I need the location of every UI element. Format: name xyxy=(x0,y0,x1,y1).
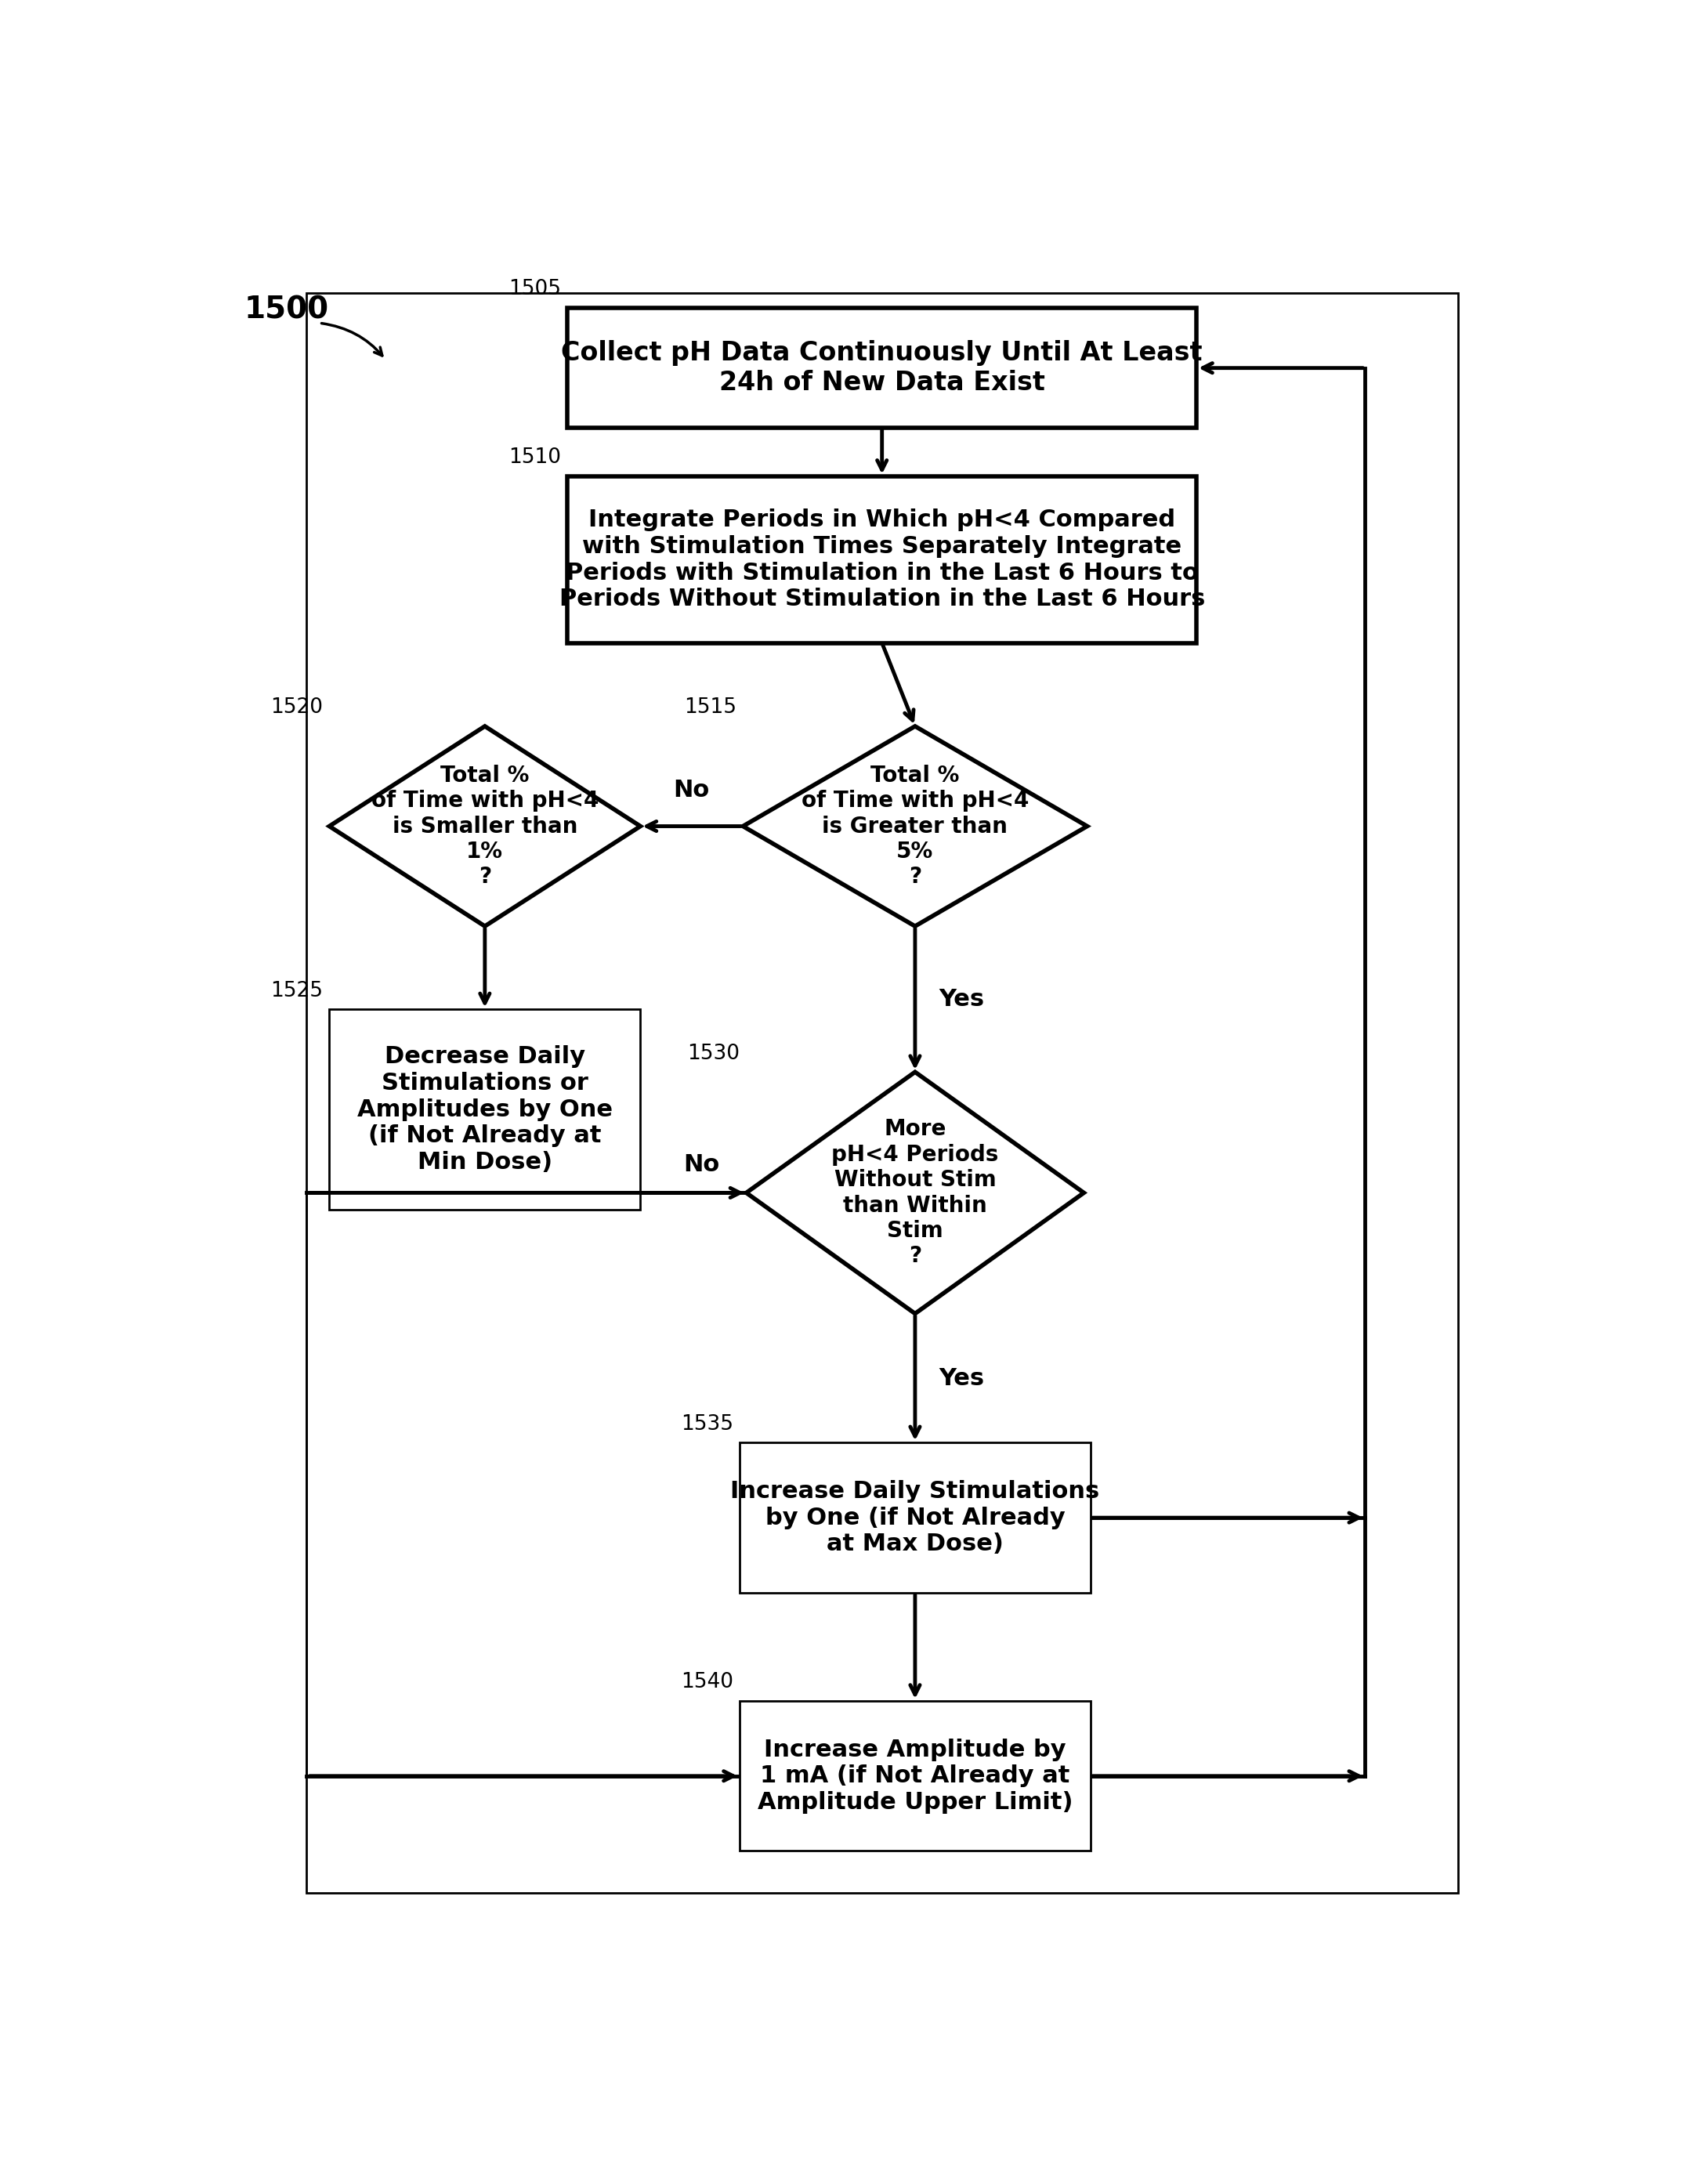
Polygon shape xyxy=(746,1071,1085,1314)
Text: Decrease Daily
Stimulations or
Amplitudes by One
(if Not Already at
Min Dose): Decrease Daily Stimulations or Amplitude… xyxy=(357,1045,613,1173)
FancyBboxPatch shape xyxy=(740,1443,1090,1593)
Text: Increase Amplitude by
1 mA (if Not Already at
Amplitude Upper Limit): Increase Amplitude by 1 mA (if Not Alrea… xyxy=(757,1738,1073,1813)
Text: Yes: Yes xyxy=(939,1368,984,1389)
Text: 1525: 1525 xyxy=(270,980,323,1002)
Text: Yes: Yes xyxy=(939,987,984,1011)
Text: 1520: 1520 xyxy=(270,697,323,718)
Text: Total %
of Time with pH<4
is Smaller than
1%
?: Total % of Time with pH<4 is Smaller tha… xyxy=(371,764,598,887)
Text: 1535: 1535 xyxy=(680,1413,733,1435)
Text: 1515: 1515 xyxy=(683,697,736,718)
Text: 1505: 1505 xyxy=(509,279,560,299)
Text: Increase Daily Stimulations
by One (if Not Already
at Max Dose): Increase Daily Stimulations by One (if N… xyxy=(731,1480,1100,1556)
Text: More
pH<4 Periods
Without Stim
than Within
Stim
?: More pH<4 Periods Without Stim than With… xyxy=(832,1119,999,1268)
FancyBboxPatch shape xyxy=(306,292,1459,1894)
Text: No: No xyxy=(683,1153,719,1177)
Text: Integrate Periods in Which pH<4 Compared
with Stimulation Times Separately Integ: Integrate Periods in Which pH<4 Compared… xyxy=(559,509,1204,610)
FancyBboxPatch shape xyxy=(567,307,1196,428)
Polygon shape xyxy=(743,727,1088,926)
Text: Collect pH Data Continuously Until At Least
24h of New Data Exist: Collect pH Data Continuously Until At Le… xyxy=(562,340,1202,396)
FancyBboxPatch shape xyxy=(740,1701,1090,1850)
Text: Total %
of Time with pH<4
is Greater than
5%
?: Total % of Time with pH<4 is Greater tha… xyxy=(801,764,1028,887)
Text: 1510: 1510 xyxy=(509,448,560,467)
Polygon shape xyxy=(330,727,640,926)
Text: No: No xyxy=(673,779,711,801)
Text: 1540: 1540 xyxy=(680,1673,733,1692)
FancyBboxPatch shape xyxy=(330,1011,640,1210)
Text: 1500: 1500 xyxy=(244,294,328,325)
FancyBboxPatch shape xyxy=(567,476,1196,643)
Text: 1530: 1530 xyxy=(687,1043,740,1065)
